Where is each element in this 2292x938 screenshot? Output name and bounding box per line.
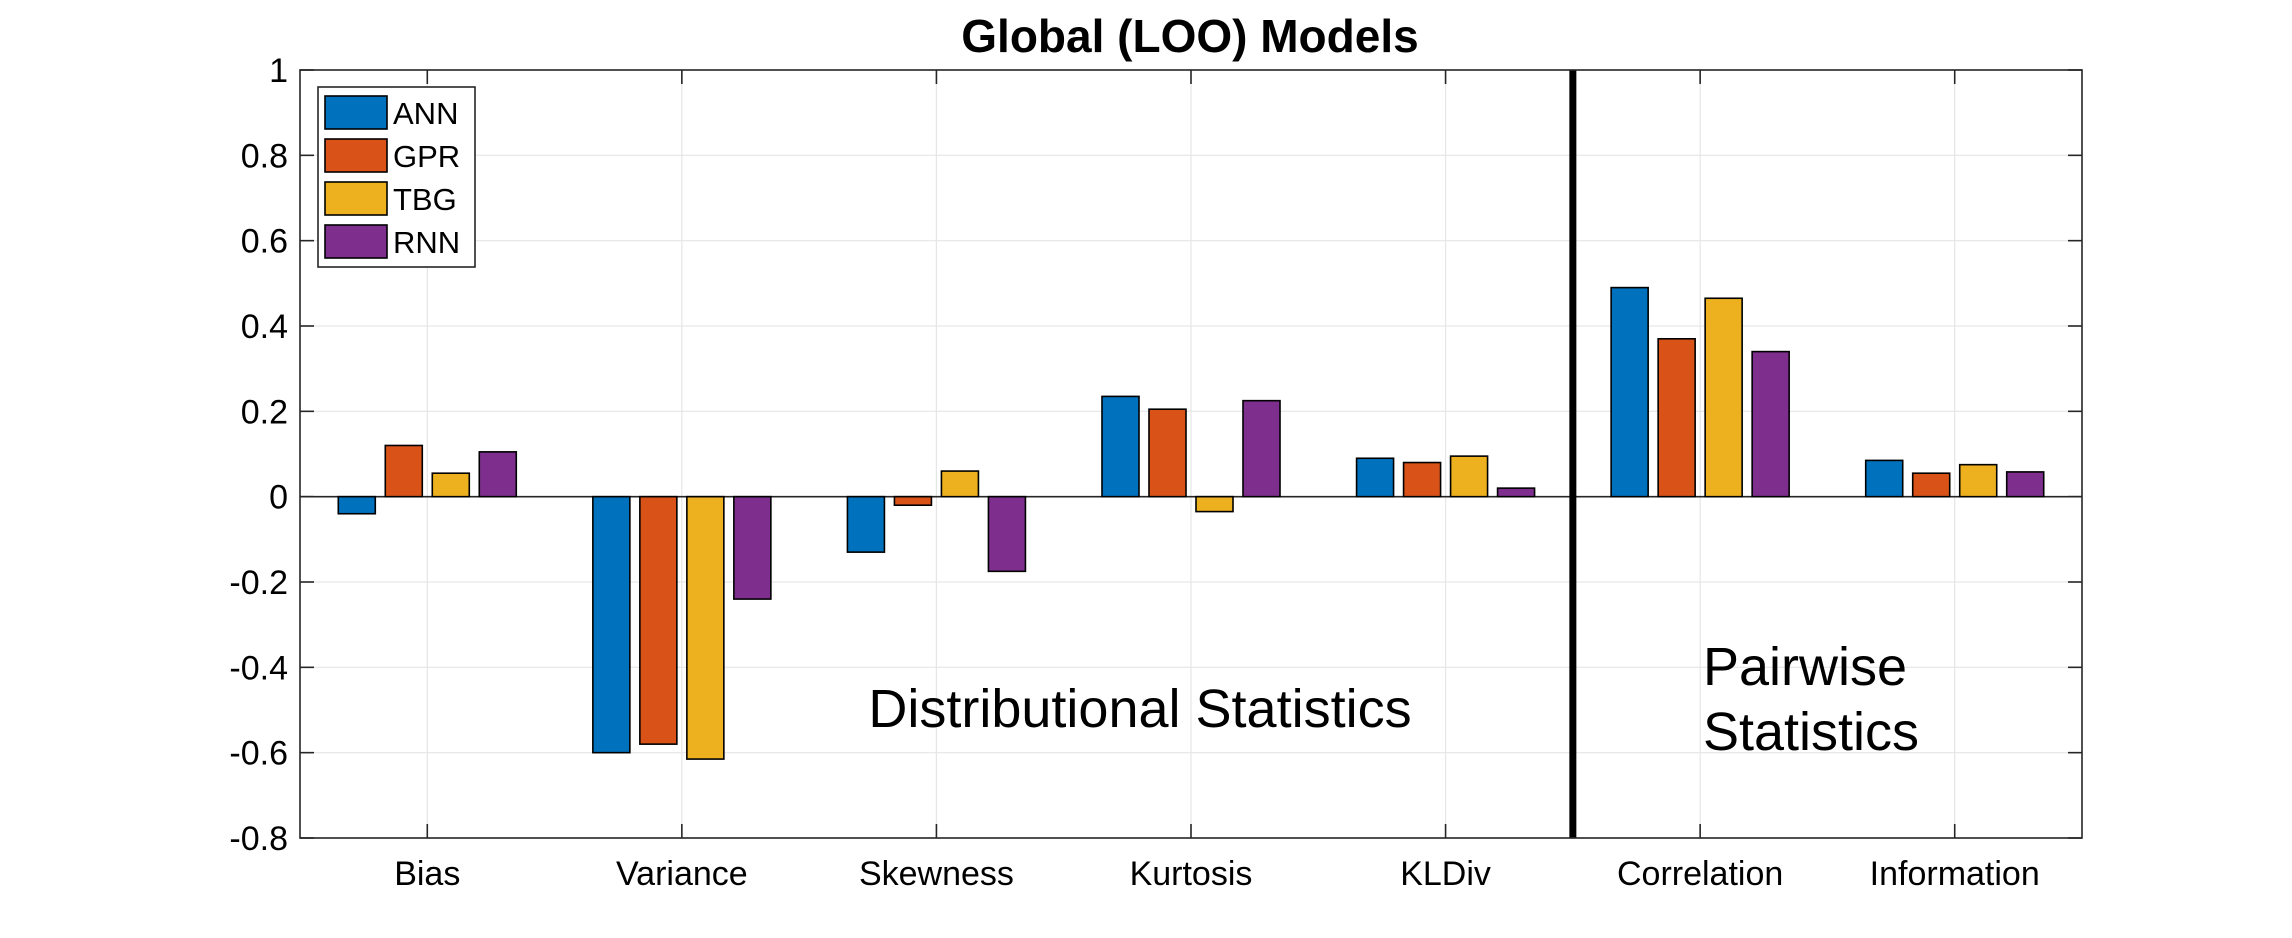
x-tick-label: Skewness [859,855,1014,893]
x-tick-labels: Bias Variance Skewness Kurtosis KLDiv Correla… [394,855,2040,893]
y-tick-label: 0.2 [241,393,288,431]
x-tick-label: Kurtosis [1130,855,1253,893]
bar-gpr [1911,472,1951,498]
bar-gpr [893,495,933,506]
bar-gpr [1402,461,1442,498]
bar-rnn [733,495,772,600]
bar-tbg [940,470,980,498]
bar-ann [1864,459,1904,498]
y-tick-label: 0.6 [241,223,288,261]
bar-gpr [1657,337,1696,498]
bar-ann [1355,457,1395,498]
y-tick-labels: -0.8 -0.6 -0.4 -0.2 0 0.2 0.4 0.6 0.8 1 [229,52,288,858]
bar-tbg [1958,463,1998,498]
bar-tbg [686,495,725,760]
bar-tbg [1704,297,1743,498]
x-tick-label: Bias [394,855,460,893]
y-tick-label: -0.4 [229,649,288,687]
y-tick-label: 1 [269,52,288,90]
bars [337,286,2045,760]
legend-label-gpr: GPR [393,139,460,174]
x-tick-label: Variance [616,855,748,893]
bar-gpr [1148,408,1187,498]
legend-label-rnn: RNN [393,225,460,260]
legend-swatch-ann [324,95,388,130]
legend: ANN GPR TBG RNN [317,86,476,268]
bar-rnn [1496,487,1536,498]
x-tick-label: KLDiv [1400,855,1491,893]
annotation-pairwise: Pairwise [1703,637,1907,697]
y-tick-label: 0 [269,479,288,517]
ticks [300,69,2082,839]
y-tick-label: -0.6 [229,735,288,773]
bar-rnn [2005,471,2045,498]
annotation-distributional-statistics: Distributional Statistics [868,679,1411,739]
bar-tbg [1449,455,1489,498]
y-tick-label: 0.8 [241,137,288,175]
bar-ann [846,495,886,553]
x-tick-label: Correlation [1617,855,1783,893]
bar-ann [1101,395,1140,498]
legend-label-tbg: TBG [393,182,457,217]
y-tick-label: 0.4 [241,308,288,346]
bar-tbg [431,472,471,498]
bar-ann [1610,286,1649,498]
bar-rnn [1751,350,1790,498]
annotation-statistics: Statistics [1703,702,1919,762]
bar-rnn [478,451,518,498]
bar-gpr [639,495,678,745]
y-tick-label: -0.2 [229,564,288,602]
legend-swatch-tbg [324,181,388,216]
bar-tbg [1195,495,1234,513]
bar-rnn [1242,399,1281,498]
legend-swatch-gpr [324,138,388,173]
y-tick-label: -0.8 [229,820,288,858]
legend-swatch-rnn [324,224,388,259]
bar-ann [337,495,377,515]
x-tick-label: Information [1870,855,2040,893]
bar-ann [592,495,631,754]
bar-gpr [384,444,424,498]
legend-label-ann: ANN [393,96,458,131]
bar-rnn [987,495,1027,573]
chart-title: Global (LOO) Models [961,10,1418,62]
